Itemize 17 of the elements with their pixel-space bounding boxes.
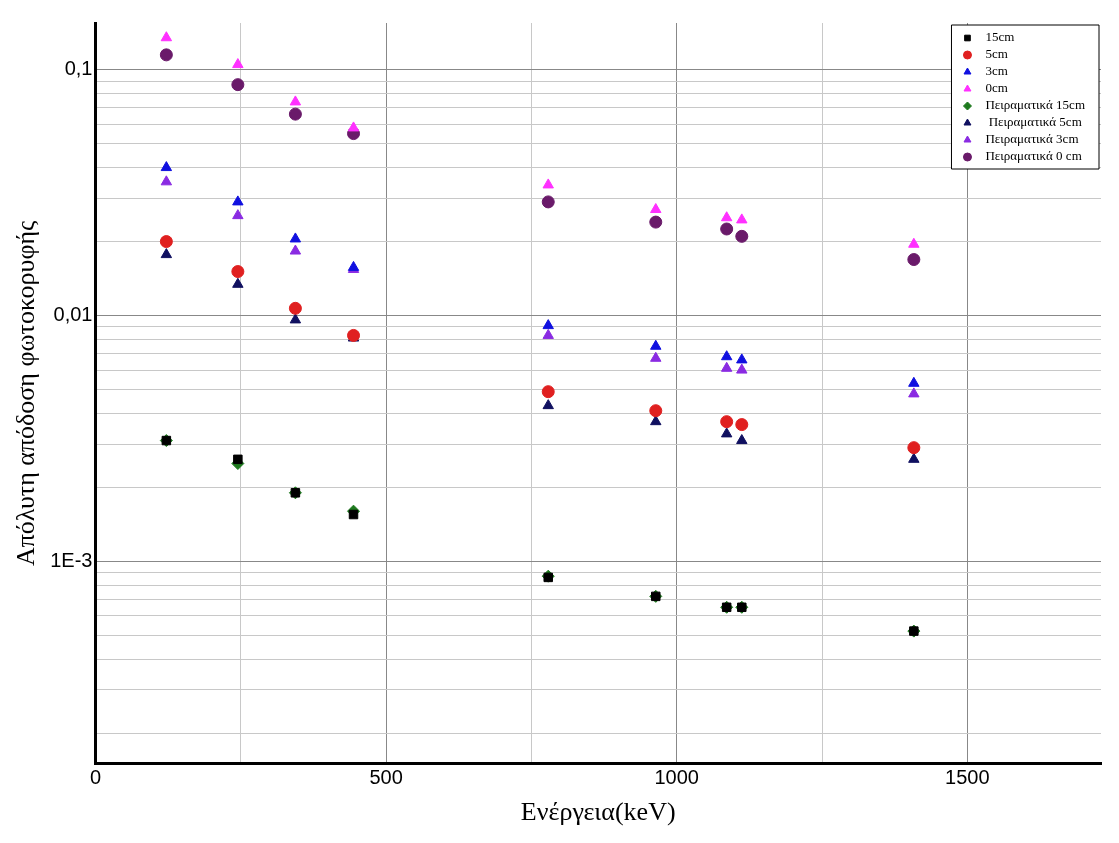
legend-label: 3cm <box>985 63 1008 79</box>
y-tick-label: 1E-3 <box>50 548 93 571</box>
x-tick-label: 1000 <box>654 766 699 789</box>
legend-label: 0cm <box>985 80 1008 96</box>
y-axis-title: Απόλυτη απόδοση φωτοκορυφής <box>11 219 41 567</box>
x-tick-label: 500 <box>369 766 403 789</box>
y-tick-label: 0,01 <box>53 303 93 326</box>
legend-label: Πειραματικά 15cm <box>985 97 1086 113</box>
y-tick-label: 0,1 <box>64 57 93 80</box>
legend-label: 5cm <box>985 46 1008 62</box>
legend-label: 15cm <box>985 29 1015 45</box>
x-tick-label: 0 <box>89 766 102 789</box>
x-axis-title: Ενέργεια(keV) <box>520 797 676 827</box>
legend-label: Πειραματικά 5cm <box>985 114 1082 130</box>
x-tick-label: 1500 <box>945 766 990 789</box>
legend-label: Πειραματικά 0 cm <box>985 148 1082 164</box>
legend-label: Πειραματικά 3cm <box>985 131 1079 147</box>
